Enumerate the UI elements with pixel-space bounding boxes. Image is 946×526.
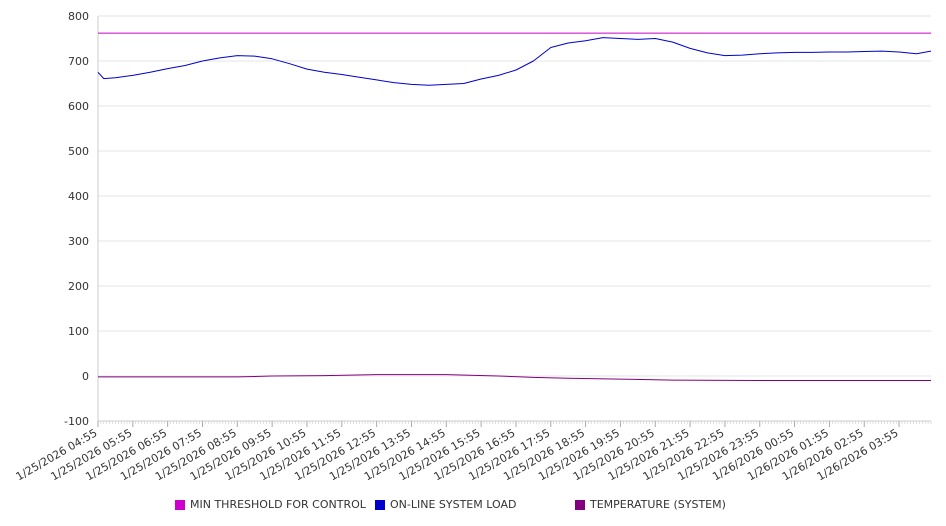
legend: MIN THRESHOLD FOR CONTROL ON-LINE SYSTEM… [0,498,946,514]
y-tick-label: 100 [68,325,89,338]
y-tick-label: 500 [68,145,89,158]
legend-swatch-min-threshold [175,499,185,510]
y-tick-label: 600 [68,100,89,113]
series-line-on-line-system-load [97,37,932,86]
legend-swatch-online-system-load [375,499,385,510]
y-tick-label: 400 [68,190,89,203]
y-tick-label: -100 [64,415,89,428]
legend-label-online-system-load: ON-LINE SYSTEM LOAD [390,498,517,511]
gridlines [98,15,931,377]
y-tick-label: 200 [68,280,89,293]
y-tick-labels: -100 0 100 200 300 400 500 600 700 800 [64,10,89,428]
y-tick-label: 0 [82,370,89,383]
y-tick-label: 300 [68,235,89,248]
legend-item-online-system-load: ON-LINE SYSTEM LOAD [375,498,516,511]
x-tick-labels: 1/25/2026 04:551/25/2026 05:551/25/2026 … [14,426,901,483]
legend-item-temperature: TEMPERATURE (SYSTEM) [575,498,726,511]
legend-item-min-threshold: MIN THRESHOLD FOR CONTROL [175,498,366,511]
y-tick-label: 800 [68,10,89,23]
series-lines [97,32,932,381]
axes [97,16,932,427]
legend-swatch-temperature [575,499,585,510]
series-line-temperature-system [98,374,931,381]
legend-label-min-threshold: MIN THRESHOLD FOR CONTROL [190,498,366,511]
y-tick-label: 700 [68,55,89,68]
legend-label-temperature: TEMPERATURE (SYSTEM) [590,498,726,511]
